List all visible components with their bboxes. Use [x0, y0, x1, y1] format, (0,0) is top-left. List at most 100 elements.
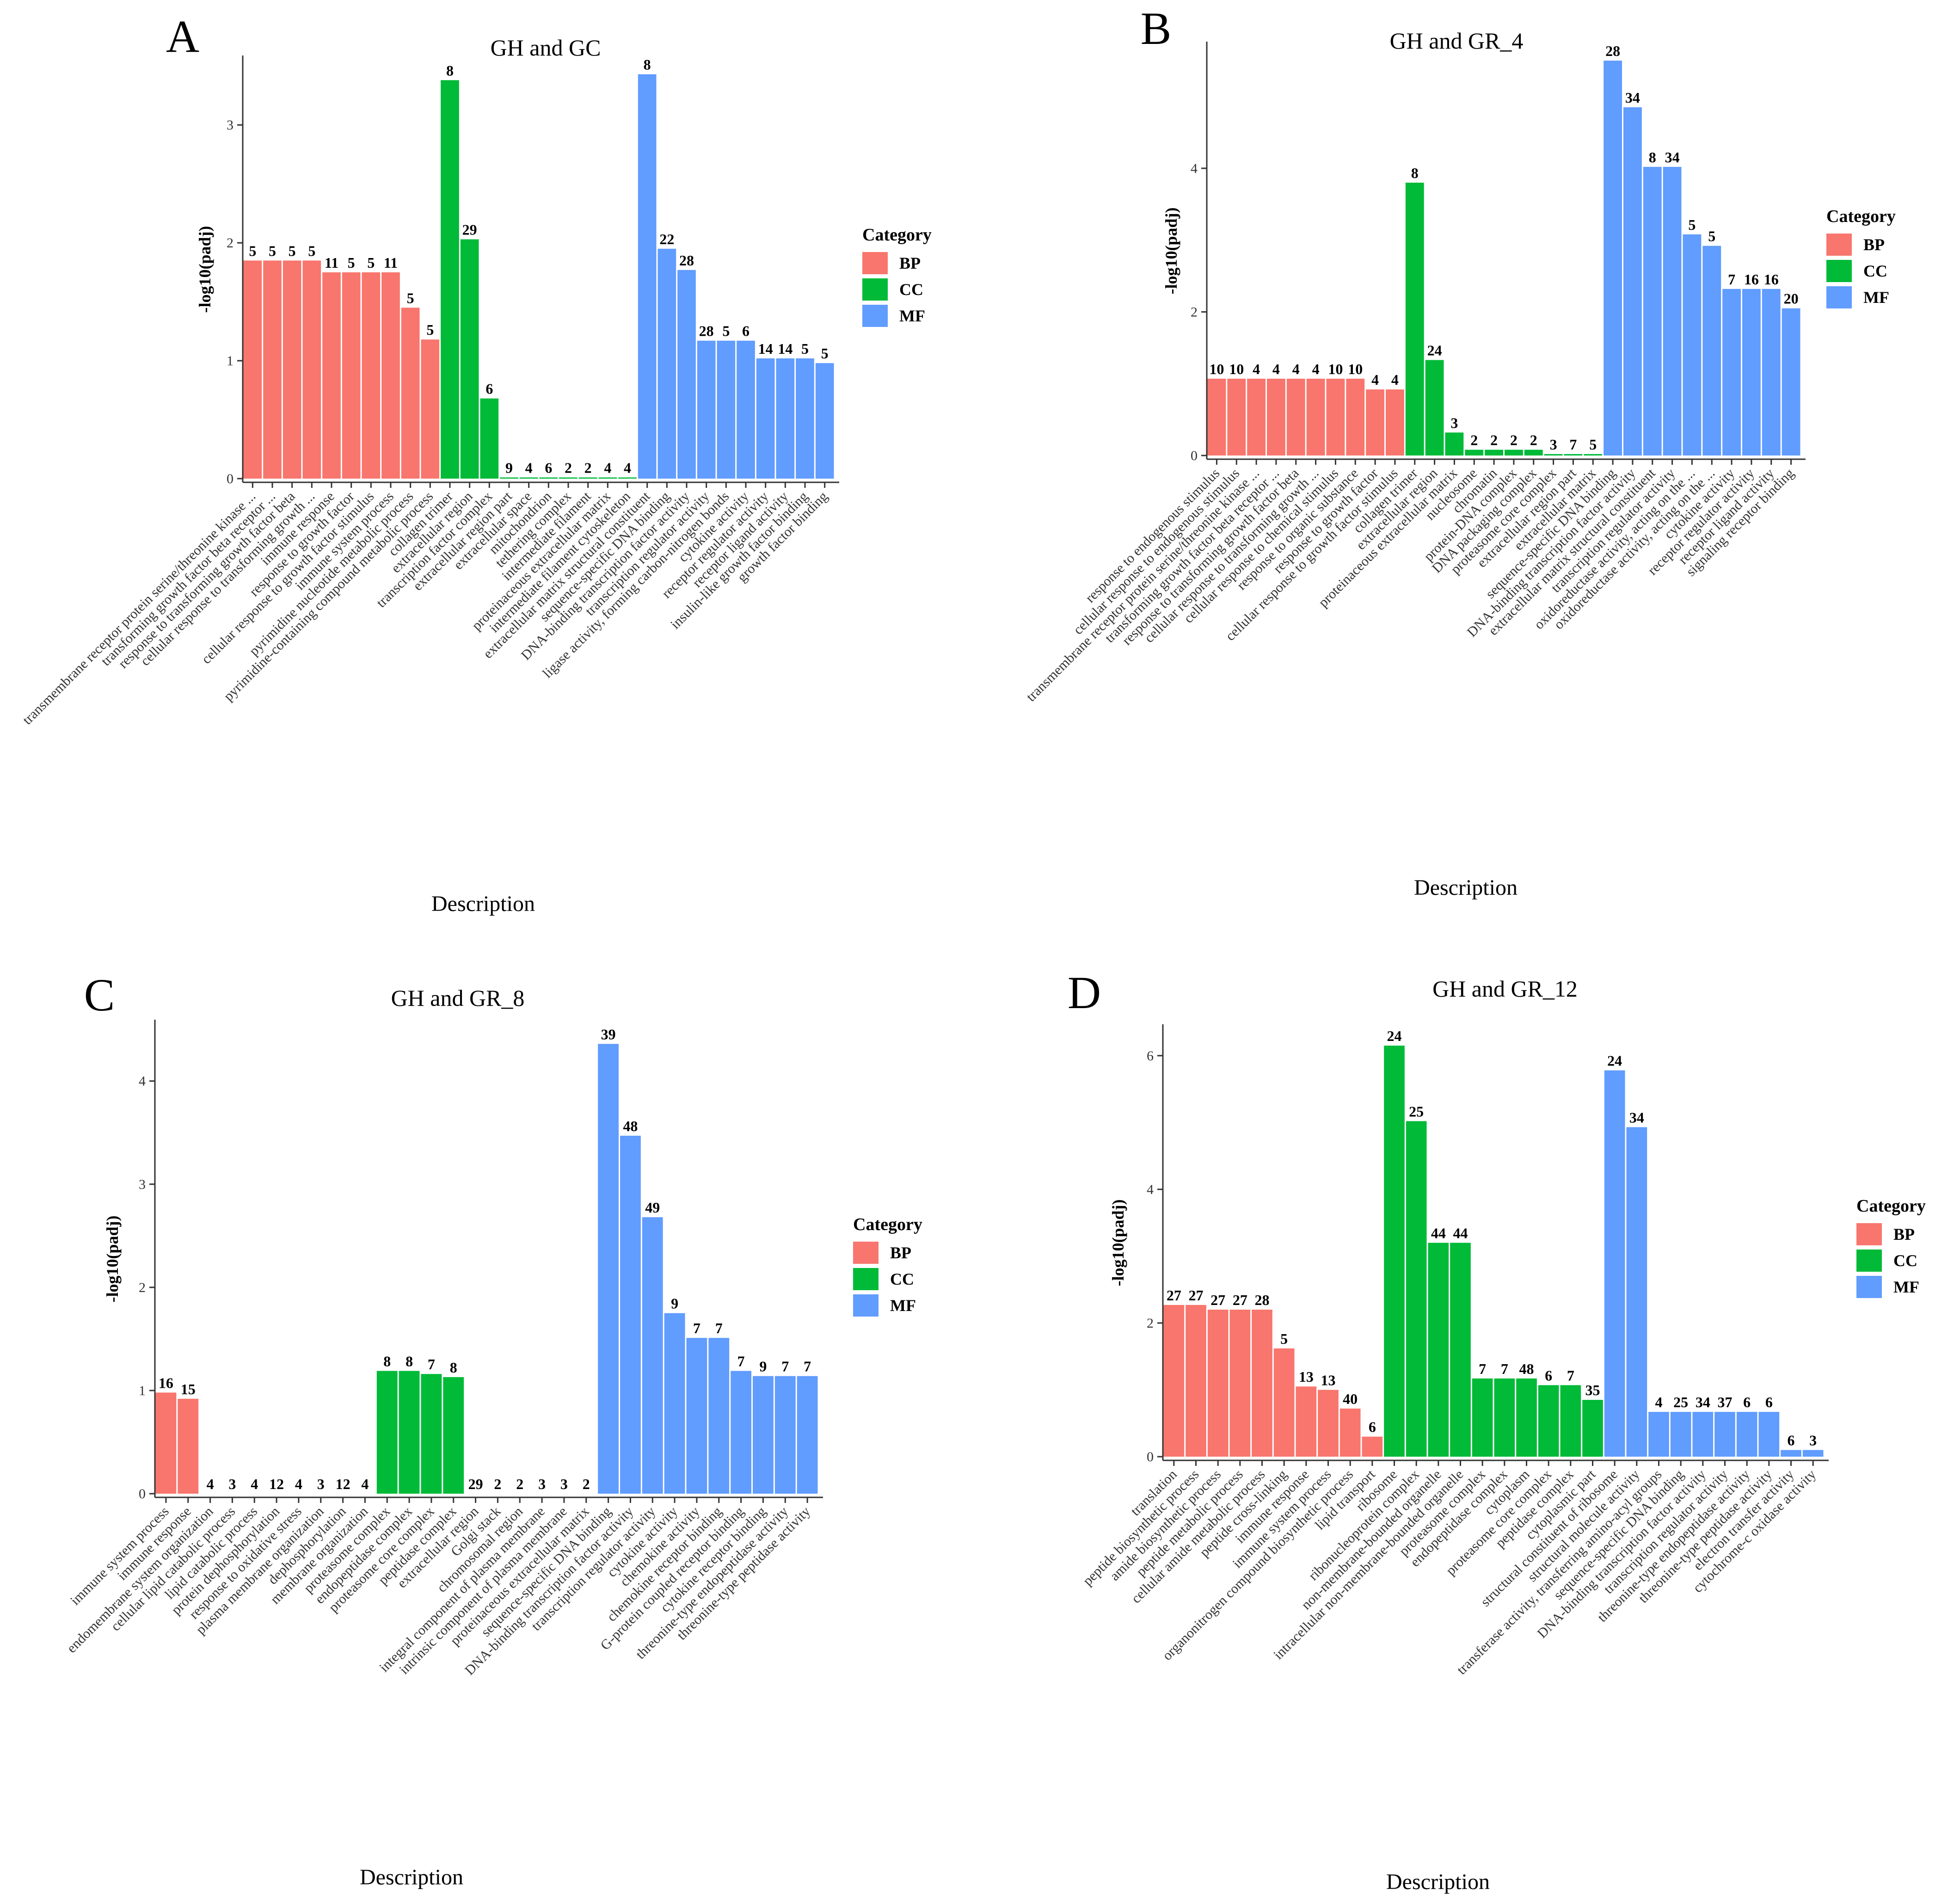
bar-mf	[1670, 1412, 1691, 1457]
bar-mf	[1802, 1450, 1824, 1457]
bar-value-label: 34	[1665, 149, 1680, 166]
bar-mf	[697, 340, 716, 479]
bar-cc	[1472, 1378, 1493, 1457]
bar-value-label: 4	[1371, 371, 1379, 388]
bar-value-label: 13	[1321, 1372, 1336, 1388]
legend-label-mf: MF	[1893, 1278, 1919, 1296]
y-tick-label: 1	[139, 1383, 146, 1398]
bar-cc	[460, 239, 479, 479]
bar-mf	[753, 1376, 774, 1494]
legend-label-mf: MF	[890, 1296, 916, 1315]
y-tick-label: 2	[227, 235, 233, 251]
bar-mf	[797, 1376, 818, 1494]
bar-bp	[1273, 1348, 1295, 1457]
bar-mf	[717, 340, 736, 479]
legend: Category BP CC MF	[853, 1215, 922, 1317]
legend-title: Category	[1856, 1196, 1926, 1216]
bar-value-label: 5	[801, 340, 809, 357]
bar-mf	[774, 1376, 796, 1494]
y-axis-title: -log10(padj)	[1109, 1200, 1127, 1286]
bar-mf	[815, 363, 834, 479]
y-tick-label: 0	[1147, 1449, 1154, 1465]
bar-value-label: 10	[1328, 361, 1343, 377]
bar-value-label: 6	[485, 381, 493, 397]
x-axis-title: Description	[1414, 875, 1518, 900]
bar-bp	[1163, 1305, 1185, 1457]
legend: Category BP CC MF	[1856, 1196, 1926, 1298]
bar-bp	[1346, 378, 1365, 455]
bar-value-label: 2	[1470, 432, 1478, 449]
bar-bp	[1247, 378, 1266, 455]
bar-value-label: 3	[1809, 1432, 1817, 1449]
bar-value-label: 22	[659, 231, 674, 247]
bar-value-label: 12	[336, 1476, 350, 1492]
bar-value-label: 12	[269, 1476, 284, 1492]
bar-cc	[559, 477, 578, 479]
y-tick-label: 3	[227, 117, 233, 133]
bar-mf	[1736, 1412, 1757, 1457]
bar-cc	[1428, 1243, 1449, 1457]
bar-value-label: 2	[494, 1476, 501, 1492]
bar-value-label: 5	[1708, 228, 1715, 245]
bar-value-label: 8	[383, 1353, 391, 1370]
legend-label-bp: BP	[890, 1243, 911, 1262]
y-tick-label: 4	[1191, 161, 1198, 176]
panel-letter: A	[166, 11, 199, 62]
bar-cc	[1584, 454, 1603, 455]
bar-bp	[362, 272, 381, 479]
bar-value-label: 8	[406, 1353, 413, 1370]
bar-cc	[1582, 1400, 1603, 1457]
bar-value-label: 20	[1784, 290, 1799, 307]
legend-swatch-mf	[853, 1294, 879, 1317]
bar-value-label: 5	[426, 321, 434, 338]
bar-value-label: 5	[367, 254, 375, 271]
bar-value-label: 2	[1490, 432, 1498, 449]
bar-value-label: 8	[450, 1359, 457, 1376]
x-axis-title: Description	[360, 1865, 463, 1890]
chart-title: GH and GC	[491, 35, 601, 61]
bar-mf	[1626, 1127, 1647, 1457]
bar-cc	[480, 398, 499, 479]
bar-mf	[756, 358, 775, 479]
bar-value-label: 14	[778, 340, 793, 357]
bar-cc	[1384, 1046, 1405, 1457]
bar-cc	[1405, 183, 1424, 455]
bar-bp	[302, 260, 321, 479]
bar-mf	[1758, 1412, 1780, 1457]
bar-value-label: 3	[1450, 414, 1458, 431]
bar-mf	[776, 358, 795, 479]
bar-value-label: 24	[1387, 1028, 1402, 1044]
bar-value-label: 25	[1673, 1394, 1688, 1410]
bar-value-label: 2	[516, 1476, 523, 1492]
bar-mf	[1781, 1450, 1801, 1457]
legend-swatch-mf	[862, 305, 888, 327]
bar-value-label: 6	[1765, 1394, 1773, 1410]
y-tick-label: 6	[1147, 1048, 1154, 1064]
bar-bp	[1366, 389, 1384, 455]
bar-value-label: 27	[1233, 1292, 1247, 1308]
bar-bp	[1318, 1390, 1339, 1457]
bar-bp	[155, 1392, 177, 1494]
legend-swatch-mf	[1826, 286, 1852, 308]
bar-mf	[1692, 1412, 1714, 1457]
bar-value-label: 10	[1209, 361, 1224, 377]
legend-label-bp: BP	[899, 254, 921, 272]
bar-value-label: 10	[1348, 361, 1363, 377]
bar-cc	[1544, 454, 1563, 455]
bar-cc	[618, 477, 637, 479]
bar-mf	[664, 1313, 685, 1494]
bar-value-label: 7	[1728, 271, 1735, 288]
bar-bp	[1227, 378, 1246, 455]
legend-title: Category	[862, 225, 932, 245]
bar-mf	[686, 1338, 707, 1494]
bar-mf	[642, 1217, 663, 1494]
y-axis-title: -log10(padj)	[103, 1216, 122, 1303]
bar-bp	[421, 339, 440, 479]
bar-value-label: 4	[604, 459, 611, 476]
bar-mf	[598, 1044, 619, 1494]
bar-cc	[1445, 432, 1464, 455]
bar-bp	[1267, 378, 1285, 455]
bar-value-label: 28	[1255, 1292, 1270, 1308]
bar-value-label: 34	[1696, 1394, 1710, 1410]
bar-mf	[1714, 1412, 1735, 1457]
